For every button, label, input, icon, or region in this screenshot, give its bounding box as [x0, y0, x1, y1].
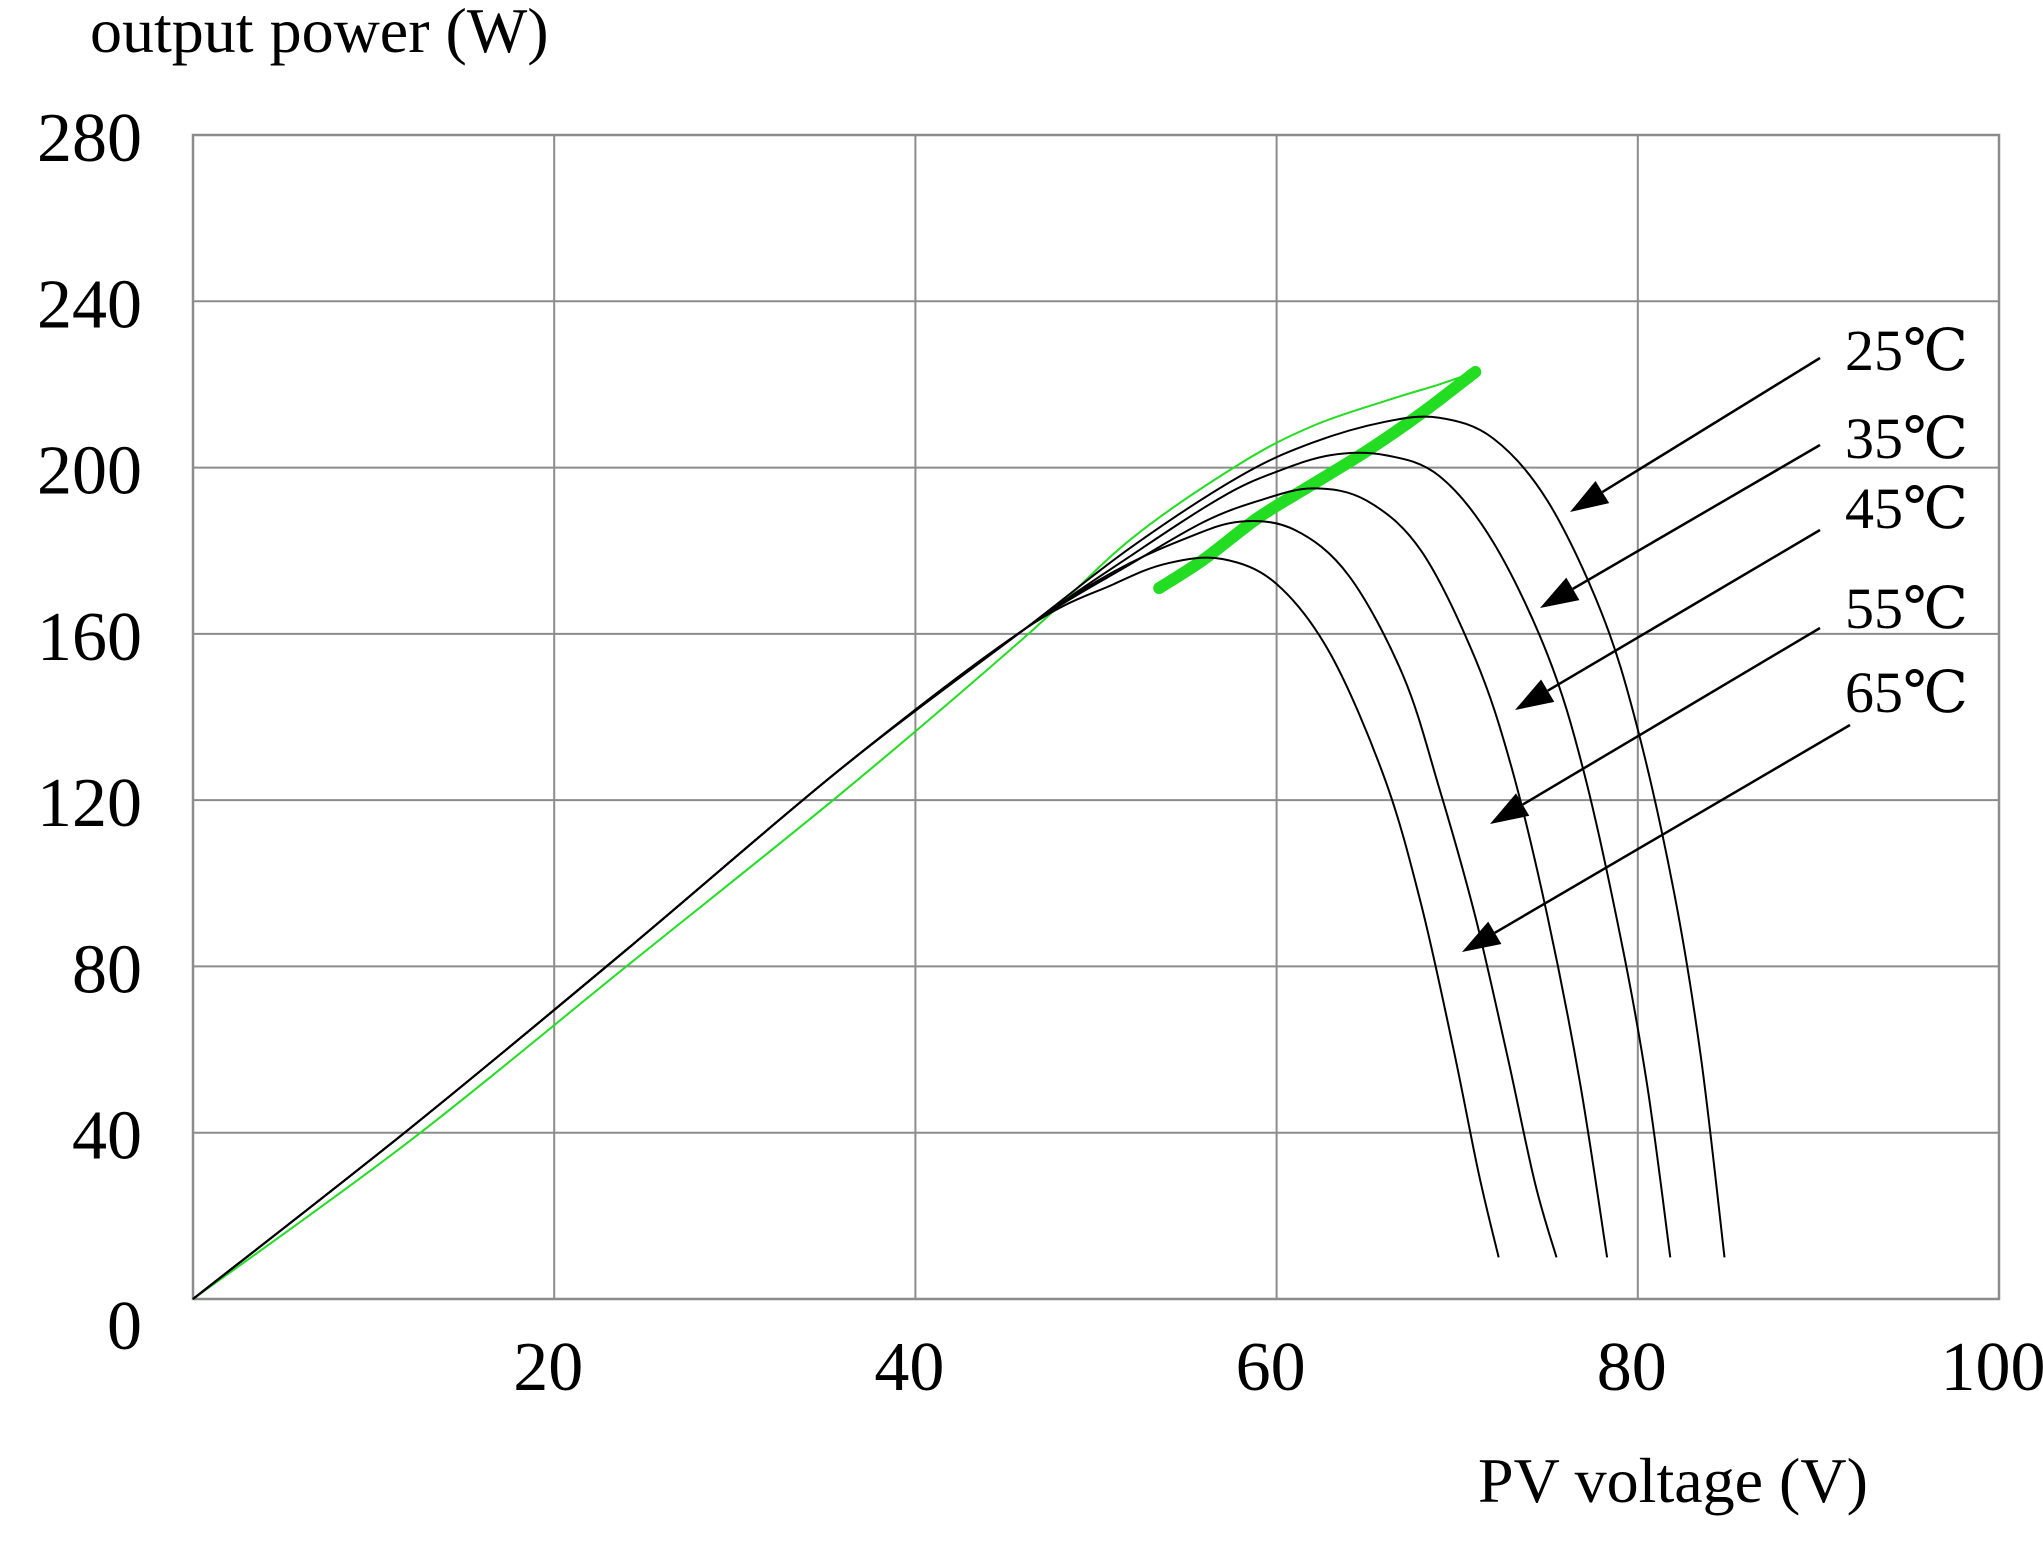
series-label: 65℃ [1845, 660, 1968, 725]
label-arrow-head [1570, 481, 1610, 512]
mpp-tracking-trace [1153, 366, 1482, 595]
series-label: 55℃ [1845, 576, 1968, 641]
y-tick-label: 240 [37, 266, 142, 343]
y-tick-label: 200 [37, 433, 142, 510]
x-tick-label: 20 [513, 1329, 583, 1406]
label-arrow-line [1572, 443, 1821, 590]
plot-frame [191, 133, 2001, 1301]
label-arrow-head [1515, 679, 1555, 710]
pv-curve [192, 556, 1500, 1300]
x-tick-label: 40 [874, 1329, 944, 1406]
y-tick-labels: 0 40 80 120 160 200 240 280 [37, 100, 142, 1365]
y-tick-label: 0 [107, 1288, 142, 1365]
pv-curve [192, 415, 1726, 1300]
pv-curve [192, 520, 1558, 1300]
label-arrow-line [1547, 528, 1821, 692]
y-axis-title: output power (W) [90, 0, 549, 66]
x-tick-label: 60 [1236, 1329, 1306, 1406]
series-label: 25℃ [1845, 318, 1968, 383]
x-tick-labels: 20 40 60 80 100 [513, 1329, 2043, 1406]
label-arrow-line [1601, 356, 1821, 494]
x-axis-title: PV voltage (V) [1478, 1445, 1868, 1516]
label-arrow-head [1490, 793, 1530, 824]
label-arrow-head [1462, 921, 1502, 952]
x-tick-label: 100 [1941, 1329, 2043, 1406]
grid [193, 135, 1999, 1299]
pv-curve [192, 487, 1609, 1300]
x-tick-label: 80 [1597, 1329, 1667, 1406]
power-envelope-curve [192, 371, 1476, 1300]
series-label: 35℃ [1845, 406, 1968, 471]
y-tick-label: 280 [37, 100, 142, 177]
pv-curve [192, 451, 1672, 1300]
series-layer [192, 415, 1726, 1300]
y-tick-label: 40 [72, 1098, 142, 1175]
overlay-layer [192, 366, 1482, 1300]
label-arrow-line [1522, 626, 1821, 806]
y-tick-label: 80 [72, 931, 142, 1008]
label-arrow-head [1540, 577, 1580, 608]
y-tick-label: 160 [37, 599, 142, 676]
label-arrows: 25℃ 35℃45℃ 55℃ 65℃ [1462, 318, 1968, 952]
label-arrow-line [1494, 723, 1851, 934]
series-label: 45℃ [1845, 476, 1968, 541]
y-tick-label: 120 [37, 765, 142, 842]
